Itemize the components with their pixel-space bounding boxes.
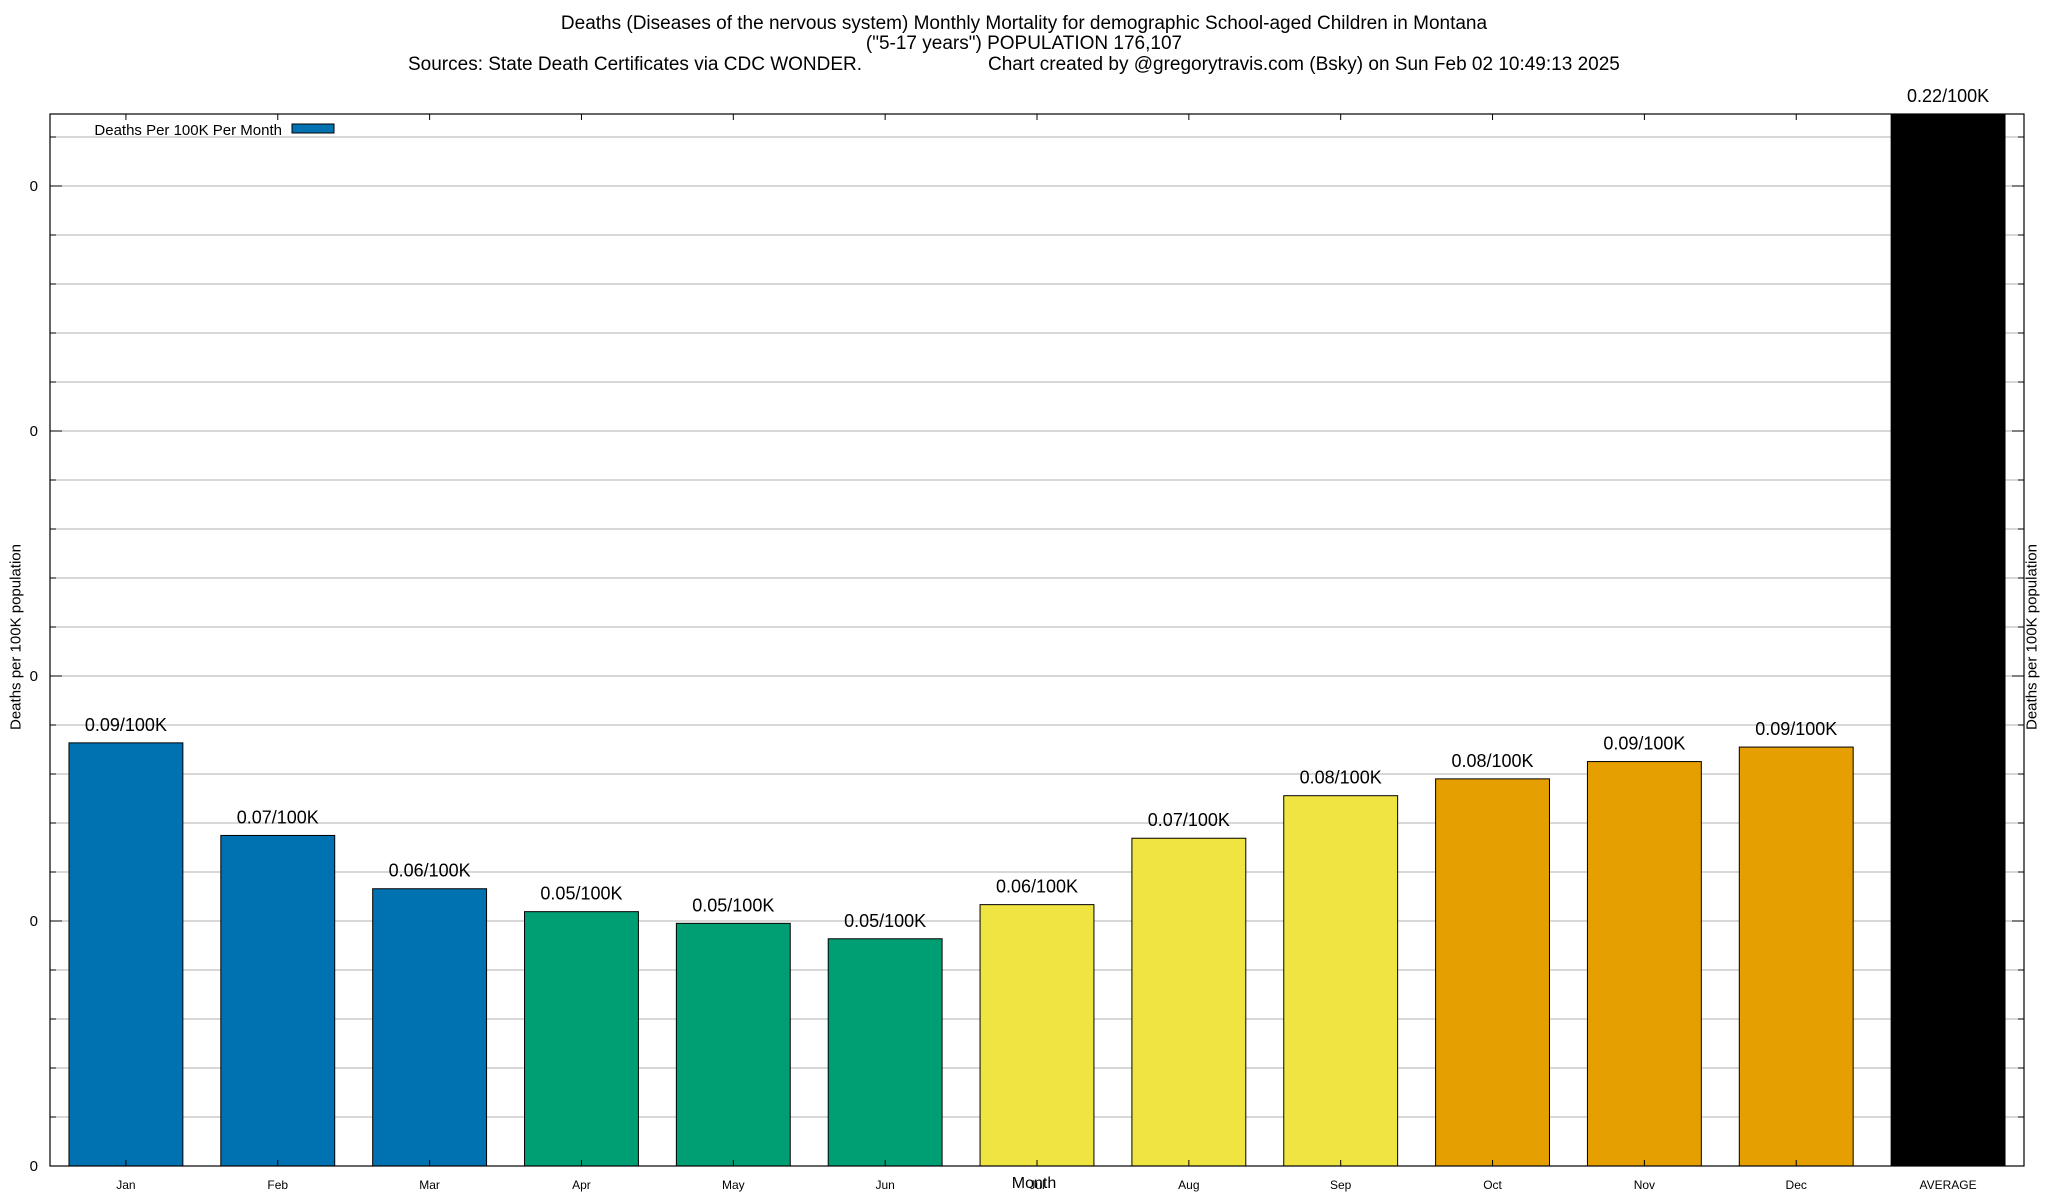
data-label-dec: 0.09/100K bbox=[1755, 719, 1837, 739]
bar-value-labels: 0.09/100K 0.07/100K 0.06/100K 0.05/100K 0.05… bbox=[85, 86, 1989, 931]
chart-title-line-2: ("5-17 years") POPULATION 176,107 bbox=[865, 33, 1183, 54]
data-label-sep: 0.08/100K bbox=[1300, 768, 1382, 788]
plot-frame bbox=[49, 113, 2025, 1167]
data-label-mar: 0.06/100K bbox=[389, 861, 471, 881]
data-label-feb: 0.07/100K bbox=[237, 807, 319, 827]
bar-aug bbox=[1131, 837, 1247, 1167]
x-tick-label-feb: Feb bbox=[267, 1178, 288, 1192]
data-label-nov: 0.09/100K bbox=[1603, 734, 1685, 754]
bar-nov bbox=[1586, 761, 1702, 1167]
legend-swatch bbox=[291, 123, 335, 134]
chart-title-line-1: Deaths (Diseases of the nervous system) … bbox=[560, 13, 1488, 34]
x-tick-label-aug: Aug bbox=[1178, 1178, 1199, 1192]
x-tick-label-apr: Apr bbox=[572, 1178, 591, 1192]
bar-may bbox=[675, 922, 791, 1167]
bar-dec bbox=[1738, 746, 1854, 1167]
bar-average bbox=[1890, 113, 2006, 1167]
x-tick-label-oct: Oct bbox=[1483, 1178, 1502, 1192]
y-tick-label: 0 bbox=[30, 913, 38, 930]
x-axis-label: Month bbox=[1011, 1175, 1057, 1192]
x-tick-label-jul: Jul bbox=[1029, 1178, 1044, 1192]
bar-apr bbox=[524, 911, 639, 1167]
y-tick-label: 0 bbox=[30, 178, 38, 195]
data-label-oct: 0.08/100K bbox=[1451, 751, 1533, 771]
x-tick-label-dec: Dec bbox=[1786, 1178, 1807, 1192]
x-tick-label-average: AVERAGE bbox=[1920, 1178, 1977, 1192]
bar-jun bbox=[827, 938, 943, 1167]
data-label-may: 0.05/100K bbox=[692, 895, 774, 915]
x-tick-label-nov: Nov bbox=[1634, 1178, 1655, 1192]
bar-oct bbox=[1435, 778, 1550, 1167]
data-label-jun: 0.05/100K bbox=[844, 911, 926, 931]
bar-mar bbox=[372, 888, 488, 1167]
x-tick-label-jan: Jan bbox=[116, 1178, 135, 1192]
x-tick-label-may: May bbox=[722, 1178, 745, 1192]
bars bbox=[68, 113, 2006, 1167]
x-tick-label-sep: Sep bbox=[1330, 1178, 1352, 1192]
data-label-jul: 0.06/100K bbox=[996, 877, 1078, 897]
axis-ticks: 0 0 0 0 0 Jan Feb Mar Apr May Jun Jul Aug Sep Oct Nov De… bbox=[30, 114, 2024, 1192]
data-label-aug: 0.07/100K bbox=[1148, 810, 1230, 830]
bar-jul bbox=[979, 904, 1095, 1167]
bar-sep bbox=[1283, 795, 1399, 1167]
bar-feb bbox=[220, 834, 336, 1167]
legend: Deaths Per 100K Per Month bbox=[94, 122, 335, 139]
data-label-jan: 0.09/100K bbox=[85, 715, 167, 735]
y-axis-label-right: Deaths per 100K population bbox=[2023, 544, 2041, 730]
y-axis-label-left: Deaths per 100K population bbox=[7, 544, 25, 730]
legend-label: Deaths Per 100K Per Month bbox=[94, 122, 282, 139]
x-tick-label-mar: Mar bbox=[419, 1178, 440, 1192]
bar-jan bbox=[68, 742, 184, 1167]
chart-sources: Sources: State Death Certificates via CD… bbox=[408, 54, 863, 75]
y-tick-label: 0 bbox=[30, 1158, 38, 1175]
y-tick-label: 0 bbox=[30, 668, 38, 685]
data-label-average: 0.22/100K bbox=[1907, 86, 1989, 106]
chart-credit: Chart created by @gregorytravis.com (Bsk… bbox=[988, 54, 1620, 75]
y-tick-label: 0 bbox=[30, 423, 38, 440]
data-label-apr: 0.05/100K bbox=[540, 884, 622, 904]
x-tick-label-jun: Jun bbox=[875, 1178, 894, 1192]
